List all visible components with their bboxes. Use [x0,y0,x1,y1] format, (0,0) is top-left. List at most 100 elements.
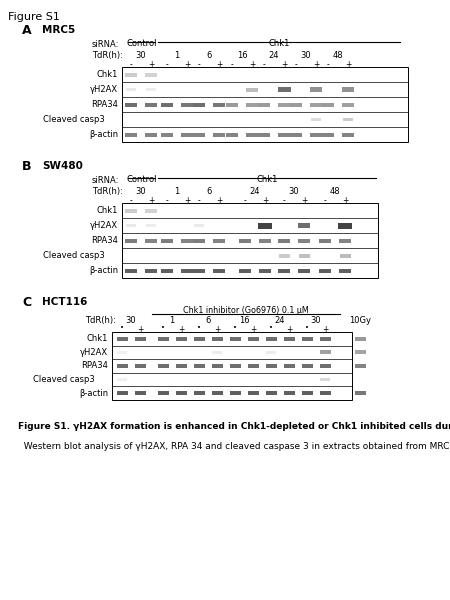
Text: +: + [148,60,154,69]
Text: 6: 6 [205,316,211,325]
Text: 1: 1 [169,316,175,325]
Bar [338,223,352,229]
Bar [284,364,294,368]
Bar [342,103,354,107]
Bar [266,351,276,354]
Text: Chk1 inhibitor (Go6976) 0.1 μM: Chk1 inhibitor (Go6976) 0.1 μM [183,306,309,315]
Text: -: - [198,196,200,205]
Text: β-actin: β-actin [89,266,118,275]
Text: +: + [216,60,222,69]
Bar [145,133,157,136]
Text: •: • [233,325,237,331]
Bar [145,269,157,272]
Text: Cleaved casp3: Cleaved casp3 [43,115,105,124]
Bar [278,238,290,242]
Bar [239,238,251,242]
Text: RPA34: RPA34 [91,100,118,109]
Bar [290,133,302,136]
Text: Figure S1: Figure S1 [8,12,60,22]
Text: β-actin: β-actin [89,130,118,139]
Bar [248,391,258,395]
Text: siRNA:: siRNA: [92,176,119,185]
Bar [181,269,193,272]
Text: siRNA:: siRNA: [92,40,119,49]
Bar [181,133,193,136]
Bar [117,337,127,341]
Bar [212,391,222,395]
Bar [355,337,365,341]
Text: -: - [230,60,234,69]
Bar [126,224,136,227]
Bar [161,238,173,242]
Bar [161,269,173,272]
Bar [145,103,157,107]
Bar [278,133,290,136]
Text: •: • [305,325,309,331]
Text: -: - [166,60,168,69]
Text: γH2AX: γH2AX [80,348,108,357]
Bar [310,133,322,136]
Bar [310,87,322,92]
Bar [135,391,145,395]
Bar [322,133,334,136]
Text: Control: Control [126,175,157,184]
Bar [194,391,204,395]
Text: -: - [243,196,247,205]
Bar [284,337,294,341]
Bar [145,208,157,212]
Bar [355,391,365,395]
Bar [339,269,351,272]
Bar [212,351,222,354]
Text: +: + [342,196,348,205]
Bar [246,133,258,136]
Text: -: - [324,196,326,205]
Text: -: - [130,60,132,69]
Bar [126,88,136,91]
Text: +: + [178,325,184,334]
Bar [322,103,334,107]
Bar [259,269,271,272]
Text: 30: 30 [126,316,136,325]
Bar [302,364,312,368]
Text: 1: 1 [175,187,180,196]
Text: •: • [269,325,273,331]
Bar [125,208,137,212]
Bar [176,391,186,395]
Text: 24: 24 [275,316,285,325]
Bar [320,391,330,395]
Bar [284,391,294,395]
Bar [343,118,353,121]
Bar [135,337,145,341]
Bar [125,103,137,107]
Bar [213,269,225,272]
Text: HCT116: HCT116 [42,297,87,307]
Bar [279,253,289,257]
Bar [311,118,321,121]
Text: Chk1: Chk1 [97,70,118,79]
Text: Chk1: Chk1 [86,334,108,343]
Text: +: + [345,60,351,69]
Bar [248,364,258,368]
Bar [117,391,127,395]
Text: -: - [295,60,297,69]
Text: MRC5: MRC5 [42,25,75,35]
Bar [194,364,204,368]
Text: 24: 24 [269,51,279,60]
Bar [181,103,193,107]
Bar [302,391,312,395]
Bar [213,133,225,136]
Bar [226,133,238,136]
Bar [320,364,330,368]
Text: TdR(h):: TdR(h): [92,187,123,196]
Bar [161,103,173,107]
Text: Chk1: Chk1 [256,175,278,184]
Text: +: + [250,325,256,334]
Bar [355,364,365,368]
Bar [193,238,205,242]
Bar [117,364,127,368]
Bar [266,391,276,395]
Bar [320,378,330,381]
Text: C: C [22,296,31,309]
Text: +: + [137,325,143,334]
Text: -: - [283,196,285,205]
